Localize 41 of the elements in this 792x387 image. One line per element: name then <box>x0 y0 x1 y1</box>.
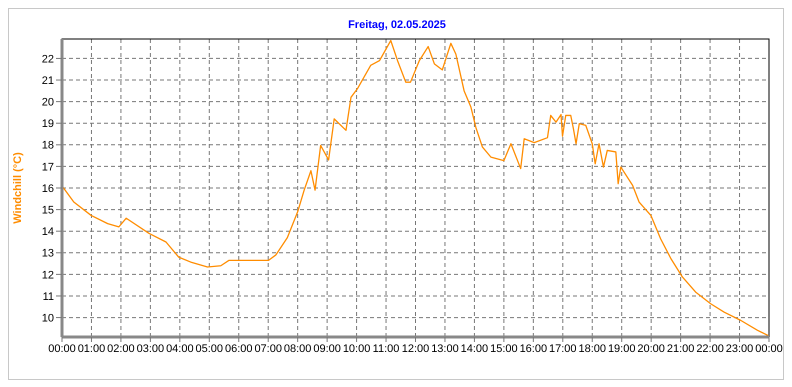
y-tick-label: 11 <box>42 290 54 303</box>
x-tick-label: 18:00 <box>578 342 606 355</box>
x-tick-label: 10:00 <box>342 342 370 355</box>
y-tick-label: 13 <box>42 248 54 260</box>
x-tick-label: 00:00 <box>755 342 783 355</box>
x-tick-label: 15:00 <box>490 342 518 355</box>
y-tick-label: 20 <box>42 96 54 109</box>
x-tick-label: 22:00 <box>696 342 724 355</box>
y-tick-label: 19 <box>42 118 54 130</box>
y-tick-label: 17 <box>42 161 54 174</box>
x-tick-label: 14:00 <box>460 342 488 355</box>
x-tick-label: 01:00 <box>78 342 106 355</box>
chart-title: Freitag, 02.05.2025 <box>347 19 447 31</box>
x-tick-label: 03:00 <box>136 342 164 355</box>
line-series <box>62 40 769 337</box>
x-tick-label: 17:00 <box>549 342 577 355</box>
x-tick-label: 06:00 <box>224 342 253 355</box>
x-tick-label: 11:00 <box>372 342 400 355</box>
y-tick-label: 21 <box>42 74 54 87</box>
x-tick-label: 02:00 <box>107 342 135 355</box>
y-tick-label: 22 <box>42 53 54 66</box>
x-tick-label: 23:00 <box>726 342 754 355</box>
x-tick-label: 19:00 <box>608 342 636 355</box>
y-tick-label: 14 <box>42 226 54 238</box>
y-tick-label: 16 <box>42 182 54 195</box>
y-axis-title: Windchill (°C) <box>12 152 24 224</box>
x-tick-label: 00:00 <box>48 342 76 355</box>
x-tick-label: 09:00 <box>313 342 341 355</box>
y-tick-label: 10 <box>42 312 54 324</box>
x-tick-label: 04:00 <box>166 342 194 355</box>
x-tick-label: 21:00 <box>666 342 694 355</box>
x-tick-label: 16:00 <box>520 342 548 355</box>
x-tick-label: 05:00 <box>196 342 224 355</box>
y-tick-label: 12 <box>42 269 54 282</box>
x-tick-label: 07:00 <box>254 342 282 355</box>
y-tick-label: 15 <box>42 204 54 216</box>
y-tick-label: 18 <box>42 140 54 152</box>
x-tick-label: 20:00 <box>637 342 665 355</box>
x-tick-label: 13:00 <box>431 342 459 355</box>
x-tick-label: 08:00 <box>284 342 312 355</box>
x-tick-label: 12:00 <box>402 342 430 355</box>
